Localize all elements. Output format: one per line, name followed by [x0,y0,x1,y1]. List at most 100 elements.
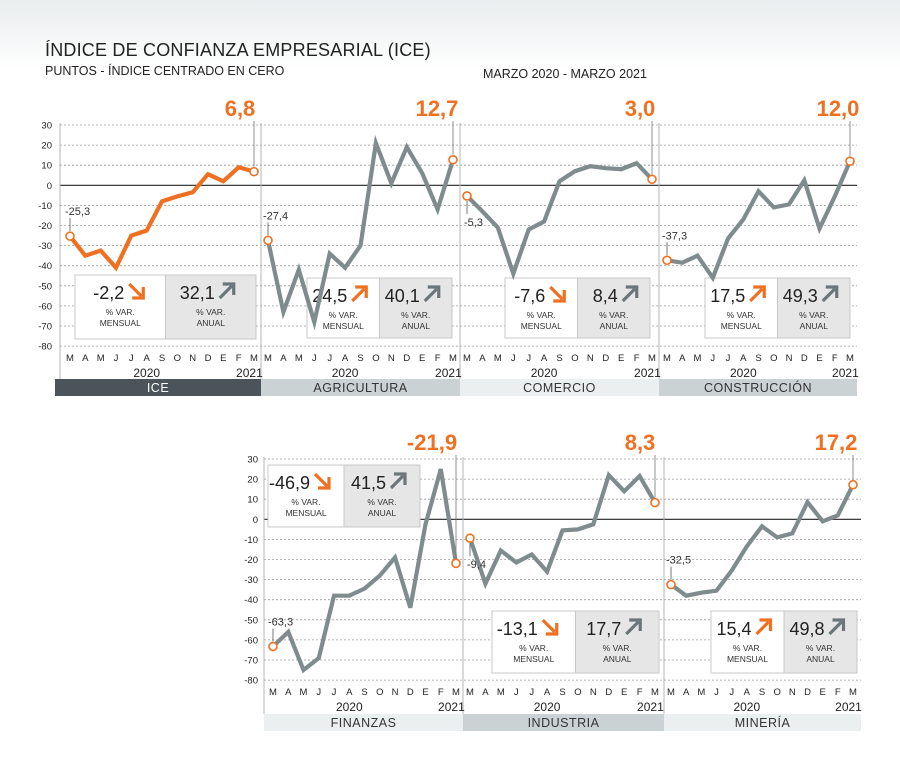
agricultura-tab-label: AGRICULTURA [313,381,407,395]
agricultura-year-2021-label: 2021 [435,366,462,380]
ice-x-tick-label: J [129,353,134,364]
industria-end-marker [650,497,660,508]
comercio-var-mensual-box [504,277,578,339]
industria-x-tick-label: D [605,687,612,698]
y-tick-label: -40 [244,595,258,606]
finanzas-start-marker [268,641,278,652]
mineria-end-marker [848,479,858,490]
comercio-x-tick-label: M [648,353,656,364]
mineria-tab-label: MINERÍA [735,715,791,730]
ice-end-marker [249,166,259,177]
comercio-x-tick-label: F [634,353,640,364]
industria-x-tick-label: S [559,687,565,698]
ice-var-mensual-label-2: MENSUAL [100,318,141,328]
construccion-x-tick-label: A [740,353,747,364]
agricultura-x-tick-label: M [295,353,303,364]
ice-x-tick-label: A [144,353,151,364]
mineria-x-tick-label: O [774,687,781,698]
construccion-year-2021-label: 2021 [832,366,859,380]
mineria-x-tick-label: E [820,687,826,698]
ice-var-anual-label-1: % VAR. [196,307,225,317]
comercio-var-mensual-arrow-icon [549,285,566,303]
y-tick-label: 0 [47,181,52,192]
ice-series-line [68,164,255,272]
mineria-tab [664,714,861,731]
construccion-x-tick-label: E [816,353,822,364]
y-tick-label: -10 [244,535,258,546]
ice-start-label: -25,3 [65,206,90,218]
construccion-tab-label: CONSTRUCCIÓN [704,380,812,395]
industria-var-anual-box [575,610,660,674]
y-tick-label: -40 [38,261,52,272]
mineria-end-label: 17,2 [815,430,858,455]
y-tick-label: -50 [38,281,52,292]
industria-x-tick-label: M [497,687,505,698]
y-tick-label: -80 [244,676,258,687]
mineria-year-2020-label: 2020 [733,700,760,714]
industria-tab [463,714,664,731]
mineria-var-mensual-label-2: MENSUAL [727,654,768,664]
mineria-var-anual-value: 49,8 [789,619,824,639]
agricultura-x-tick-label: E [419,353,425,364]
finanzas-x-tick-label: F [438,687,444,698]
ice-var-anual-box [165,274,257,340]
ice-var-anual-arrow-icon [218,282,236,300]
agricultura-x-tick-label: S [357,353,363,364]
comercio-year-2020-label: 2020 [531,366,558,380]
agricultura-var-mensual-arrow-icon [351,285,368,303]
comercio-start-marker [462,191,472,201]
agricultura-var-anual-label-1: % VAR. [401,310,430,320]
ice-x-tick-label: N [189,353,196,364]
comercio-var-anual-arrow-icon [621,285,639,303]
mineria-x-tick-label: A [744,687,751,698]
construccion-x-tick-label: A [679,353,686,364]
ice-x-tick-label: S [159,353,165,364]
mineria-var-mensual-value: 15,4 [716,619,751,639]
y-tick-label: 20 [247,475,258,486]
industria-var-mensual-label-2: MENSUAL [513,654,554,664]
ice-x-tick-label: A [82,353,89,364]
ice-var-mensual-label-1: % VAR. [106,307,135,317]
construccion-x-tick-label: O [770,353,777,364]
comercio-tab-label: COMERCIO [523,381,596,395]
finanzas-x-tick-label: A [285,687,292,698]
ice-end-label: 6,8 [225,96,256,121]
comercio-x-tick-label: J [511,353,516,364]
agricultura-x-tick-label: J [312,353,317,364]
ice-year-2021-label: 2021 [236,366,263,380]
comercio-var-mensual-label-1: % VAR. [527,310,556,320]
mineria-x-tick-label: M [667,687,675,698]
finanzas-x-tick-label: J [316,687,321,698]
mineria-x-tick-label: N [789,687,796,698]
comercio-start-label: -5,3 [464,217,483,229]
ice-x-tick-label: F [236,353,242,364]
ice-x-tick-label: J [114,353,119,364]
construccion-end-marker [845,156,855,166]
agricultura-end-label: 12,7 [416,96,459,121]
y-tick-label: -60 [38,301,52,312]
ice-x-tick-label: D [205,353,212,364]
construccion-x-tick-label: J [726,353,731,364]
finanzas-x-tick-label: M [452,687,460,698]
ice-var-mensual-arrow-icon [128,282,145,300]
ice-var-anual-value: 32,1 [180,283,215,303]
mineria-x-tick-label: S [759,687,765,698]
construccion-var-anual-label-2: ANUAL [800,321,829,331]
y-tick-label: 10 [247,495,258,506]
finanzas-x-tick-label: M [269,687,277,698]
mineria-var-anual-label-1: % VAR. [806,643,835,653]
industria-year-2020-label: 2020 [534,700,561,714]
y-tick-label: -70 [244,656,258,667]
finanzas-year-2020-label: 2020 [336,700,363,714]
agricultura-year-2020-label: 2020 [332,366,359,380]
construccion-x-tick-label: M [846,353,854,364]
y-tick-label: 30 [41,121,52,132]
y-tick-label: -70 [38,322,52,333]
finanzas-var-anual-value: 41,5 [351,473,386,493]
ice-x-tick-label: M [250,353,258,364]
ice-x-tick-label: O [174,353,181,364]
ice-x-tick-label: E [220,353,226,364]
y-tick-label: -60 [244,635,258,646]
industria-var-mensual-box [491,610,576,674]
agricultura-x-tick-label: J [327,353,332,364]
